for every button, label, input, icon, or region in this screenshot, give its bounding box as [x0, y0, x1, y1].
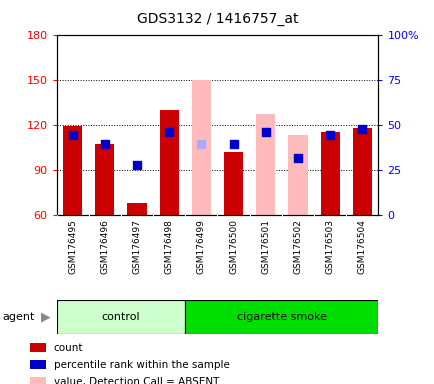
- Bar: [224, 152, 243, 215]
- Point: [165, 129, 172, 136]
- Bar: [320, 132, 339, 215]
- Text: GSM176500: GSM176500: [229, 219, 237, 274]
- Text: control: control: [102, 312, 140, 322]
- Bar: [30, 377, 46, 384]
- Bar: [352, 128, 371, 215]
- Point: [69, 132, 76, 138]
- Point: [101, 141, 108, 147]
- Text: GSM176498: GSM176498: [164, 219, 173, 274]
- Bar: [256, 114, 275, 215]
- Point: [358, 126, 365, 132]
- Text: percentile rank within the sample: percentile rank within the sample: [54, 360, 229, 370]
- Text: GSM176503: GSM176503: [325, 219, 334, 274]
- Point: [230, 141, 237, 147]
- Bar: [185, 300, 378, 334]
- Bar: [63, 126, 82, 215]
- Bar: [95, 144, 114, 215]
- Text: GSM176497: GSM176497: [132, 219, 141, 274]
- Text: GSM176502: GSM176502: [293, 219, 302, 274]
- Bar: [127, 203, 146, 215]
- Text: agent: agent: [2, 312, 34, 322]
- Bar: [30, 360, 46, 369]
- Text: GSM176495: GSM176495: [68, 219, 77, 274]
- Point: [133, 162, 140, 169]
- Bar: [191, 80, 210, 215]
- Text: count: count: [54, 343, 83, 353]
- Bar: [56, 300, 185, 334]
- Text: GSM176496: GSM176496: [100, 219, 109, 274]
- Point: [262, 129, 269, 136]
- Text: ▶: ▶: [41, 310, 50, 323]
- Bar: [30, 343, 46, 352]
- Text: value, Detection Call = ABSENT: value, Detection Call = ABSENT: [54, 377, 219, 384]
- Text: GDS3132 / 1416757_at: GDS3132 / 1416757_at: [136, 12, 298, 26]
- Point: [326, 132, 333, 138]
- Text: GSM176504: GSM176504: [357, 219, 366, 274]
- Text: GSM176501: GSM176501: [261, 219, 270, 274]
- Text: GSM176499: GSM176499: [197, 219, 205, 274]
- Bar: [288, 135, 307, 215]
- Point: [294, 155, 301, 161]
- Bar: [159, 110, 178, 215]
- Point: [197, 141, 204, 147]
- Text: cigarette smoke: cigarette smoke: [237, 312, 326, 322]
